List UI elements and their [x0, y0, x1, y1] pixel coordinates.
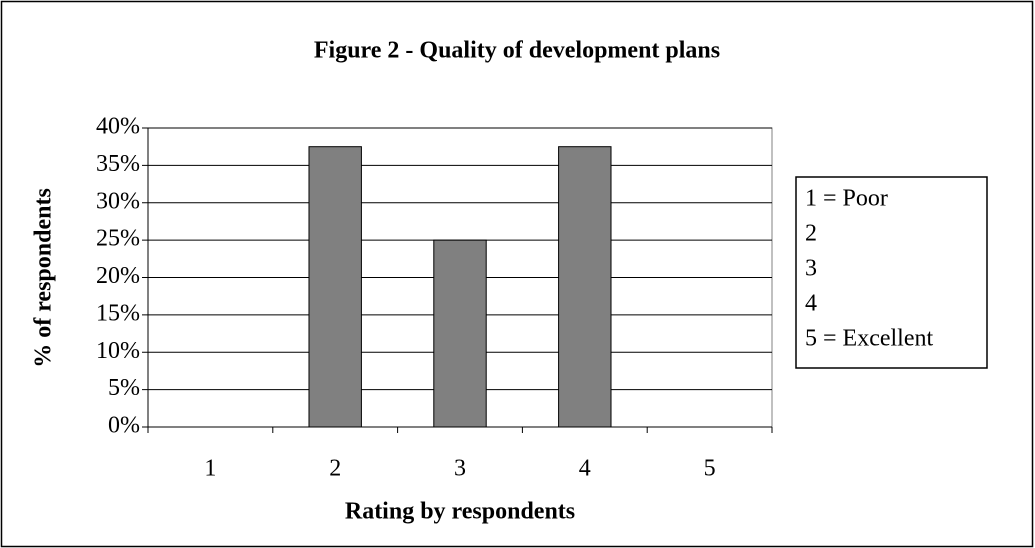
legend-entry: 4 [805, 291, 817, 317]
legend-entry: 1 = Poor [805, 186, 888, 212]
y-tick-label: 10% [96, 338, 140, 364]
y-tick-label: 30% [96, 188, 140, 214]
x-tick-label: 3 [454, 456, 466, 482]
bar [558, 146, 612, 428]
bar [308, 146, 362, 428]
y-tick-label: 5% [108, 375, 140, 401]
y-tick-label: 40% [96, 114, 140, 140]
y-tick-label: 15% [96, 300, 140, 326]
legend-entry: 5 = Excellent [805, 326, 933, 352]
x-tick-label: 4 [579, 456, 591, 482]
legend-entry: 2 [805, 221, 817, 247]
y-tick-label: 25% [96, 226, 140, 252]
bar [433, 239, 487, 428]
x-tick-label: 2 [329, 456, 341, 482]
y-axis-label: % of respondents [31, 188, 57, 368]
x-axis-label: Rating by respondents [345, 499, 575, 525]
x-tick-label: 1 [204, 456, 216, 482]
x-tick-label: 5 [704, 456, 716, 482]
y-tick-label: 20% [96, 263, 140, 289]
legend-entry: 3 [805, 256, 817, 282]
y-tick-label: 0% [108, 413, 140, 439]
y-tick-label: 35% [96, 151, 140, 177]
legend-box [795, 176, 988, 369]
chart-title: Figure 2 - Quality of development plans [314, 38, 720, 64]
